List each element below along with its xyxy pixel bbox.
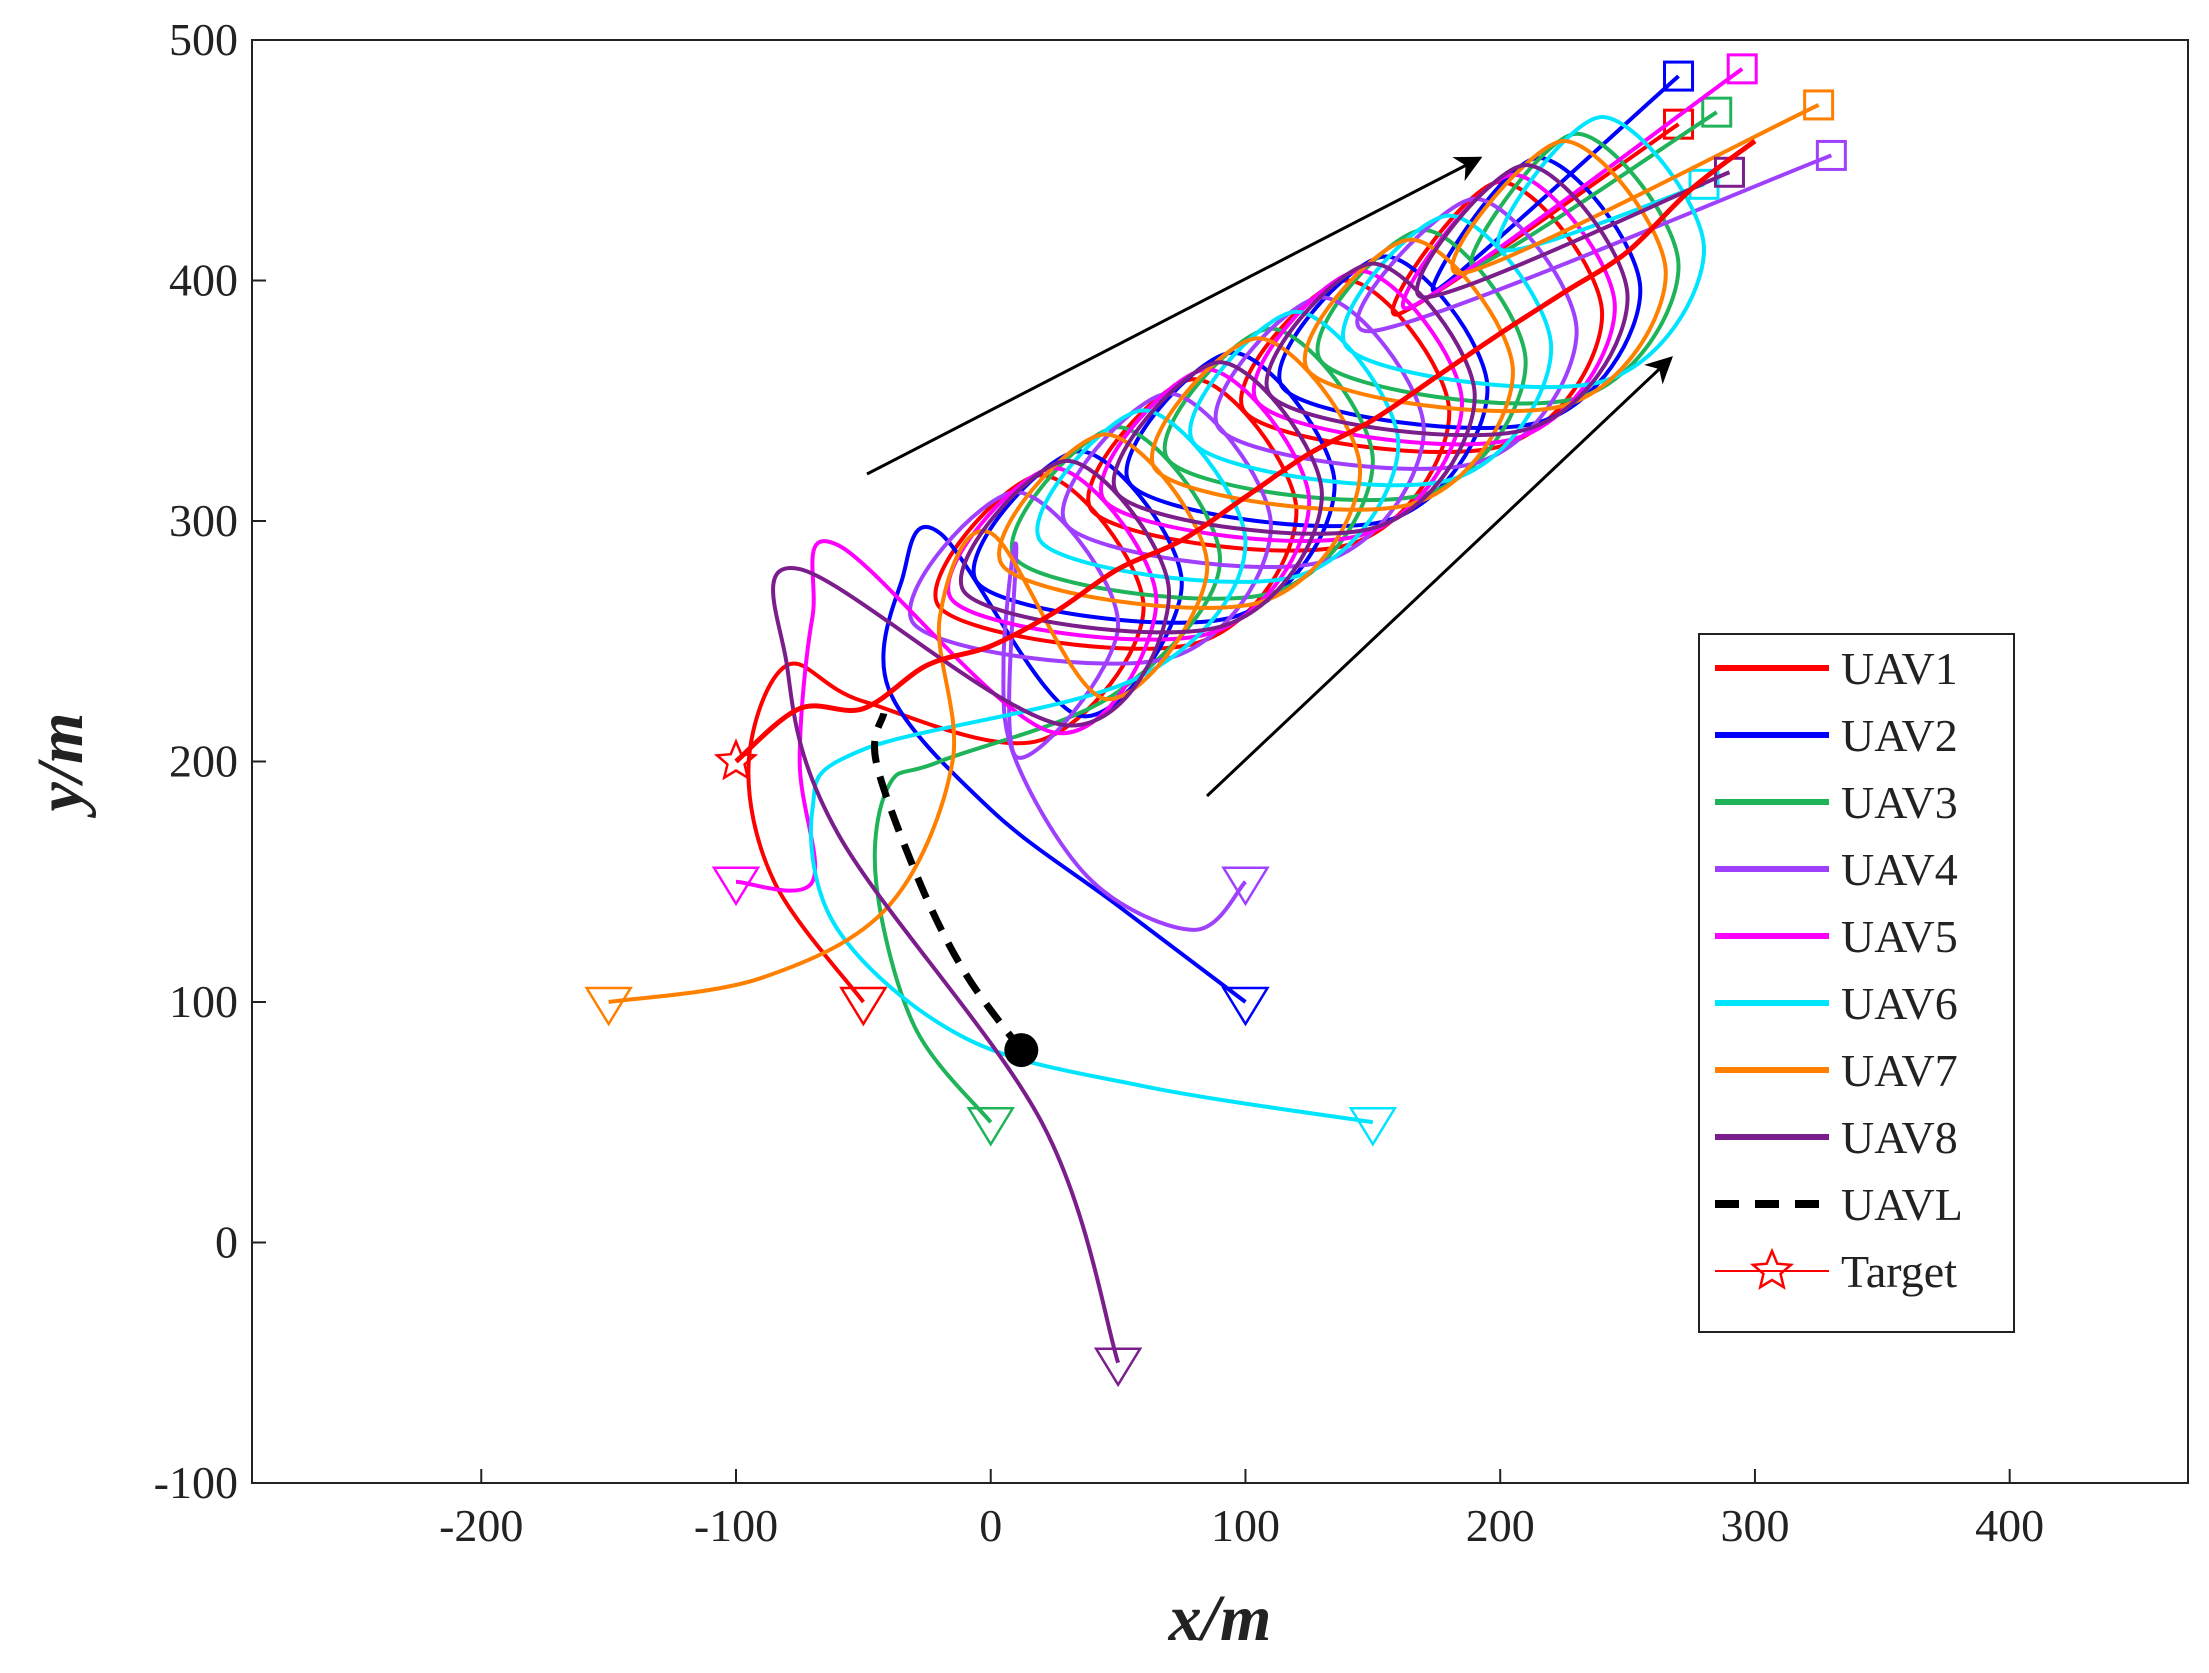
trajectory: [871, 712, 1025, 1053]
start-marker: [1093, 1347, 1143, 1388]
end-marker: [1726, 53, 1758, 85]
trajectory: [608, 103, 1820, 1004]
start-marker: [1004, 1033, 1039, 1068]
y-tick-label: 200: [169, 736, 238, 787]
x-tick-label: 100: [1211, 1500, 1280, 1551]
y-tick-label: 0: [215, 1217, 238, 1268]
legend-box: [1698, 633, 2015, 1333]
trajectory: [881, 74, 1680, 1004]
legend-label: UAV6: [1841, 978, 1958, 1029]
y-tick-label: 300: [169, 495, 238, 546]
end-marker: [1688, 168, 1720, 200]
y-tick-label: 400: [169, 255, 238, 306]
start-marker: [1221, 986, 1270, 1027]
plot-area: [251, 39, 2189, 1484]
trajectory: [872, 110, 1718, 1124]
legend-label: UAV8: [1841, 1112, 1958, 1163]
end-marker: [1663, 60, 1695, 92]
legend-label: UAV3: [1841, 777, 1958, 828]
annotation-arrow: [1205, 356, 1673, 798]
start-marker: [966, 1107, 1015, 1147]
start-marker: [584, 986, 633, 1027]
x-tick-label: 200: [1466, 1500, 1535, 1551]
x-axis-label: x/m: [1168, 1582, 1272, 1655]
y-tick-label: -100: [154, 1457, 238, 1508]
end-marker: [1701, 96, 1733, 128]
trajectory: [734, 139, 1757, 764]
x-tick-label: 400: [1975, 1500, 2044, 1551]
trajectory: [771, 163, 1731, 1364]
legend-label: UAV4: [1841, 844, 1958, 895]
legend-label: Target: [1841, 1246, 1957, 1297]
x-tick-label: 0: [979, 1500, 1002, 1551]
y-axis-label: y/m: [24, 713, 97, 819]
y-tick-label: 100: [169, 976, 238, 1027]
start-marker: [1348, 1107, 1398, 1147]
target-marker: [713, 738, 759, 781]
legend-label: UAV1: [1841, 643, 1958, 694]
start-marker: [711, 866, 761, 907]
legend-marker: [1749, 1247, 1795, 1290]
x-tick-label: -100: [694, 1500, 778, 1551]
end-marker: [1803, 89, 1835, 121]
x-tick-label: -200: [439, 1500, 523, 1551]
trajectory: [809, 114, 1707, 1125]
legend-label: UAV5: [1841, 911, 1958, 962]
start-marker: [839, 986, 888, 1027]
end-marker: [1815, 139, 1847, 171]
x-tick-label: 300: [1720, 1500, 1789, 1551]
legend-label: UAV2: [1841, 710, 1958, 761]
y-tick-label: 500: [169, 14, 238, 65]
annotation-arrow: [866, 156, 1483, 476]
legend-label: UAVL: [1841, 1179, 1963, 1230]
legend-label: UAV7: [1841, 1045, 1958, 1096]
start-marker: [1221, 866, 1270, 907]
